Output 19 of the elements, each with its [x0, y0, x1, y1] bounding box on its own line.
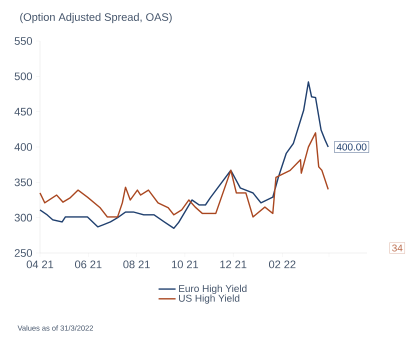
y-tick-label: 500	[14, 72, 32, 80]
x-tick-label: 12 21	[220, 260, 246, 268]
text: 34	[392, 244, 403, 252]
x-tick-label: 02 22	[268, 260, 296, 268]
legend-label: US High Yield	[179, 294, 240, 304]
legend-label: Euro High Yield	[179, 284, 246, 294]
y-tick-label: 550	[14, 37, 32, 45]
chart-title: (Option Adjusted Spread, OAS)	[20, 12, 172, 24]
x-tick-label: 06 21	[75, 260, 102, 268]
line-series	[39, 132, 329, 218]
y-tick-label: 450	[14, 108, 32, 116]
x-tick-label: 04 21	[26, 260, 54, 268]
y-tick-label: 400	[14, 143, 32, 151]
x-tick-label: 08 21	[123, 260, 150, 268]
annotation: 400.00	[336, 143, 366, 151]
y-tick-label: 250	[14, 249, 32, 257]
y-tick-label: 350	[14, 178, 32, 186]
y-tick-label: 300	[14, 214, 32, 222]
x-tick-label: 10 21	[172, 260, 198, 268]
